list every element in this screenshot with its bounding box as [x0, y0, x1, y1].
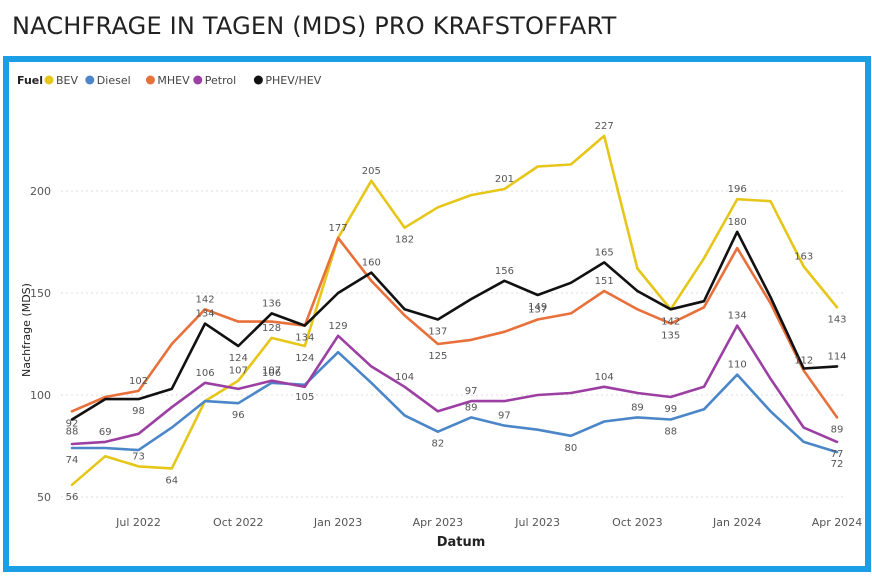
data-label: 201	[495, 174, 514, 185]
legend-marker	[85, 75, 95, 85]
data-label: 97	[498, 411, 511, 422]
data-label: 134	[295, 333, 314, 344]
data-label: 64	[165, 475, 178, 486]
data-label: 88	[66, 426, 79, 437]
y-tick-label: 50	[37, 491, 51, 504]
x-tick-label: Jul 2023	[514, 516, 560, 529]
data-label: 165	[595, 247, 614, 258]
data-label: 96	[232, 410, 245, 421]
data-label: 227	[595, 121, 614, 132]
x-tick-label: Jan 2023	[313, 516, 362, 529]
data-label: 89	[465, 402, 478, 413]
data-label: 107	[262, 366, 281, 377]
y-tick-label: 100	[30, 389, 51, 402]
y-tick-label: 150	[30, 287, 51, 300]
data-label: 163	[794, 251, 813, 262]
x-tick-label: Apr 2024	[812, 516, 863, 529]
chart-frame: Fuel BEV Diesel MHEV Petrol PHEV/HEV 50 100 150…	[3, 56, 871, 572]
x-axis-title: Datum	[437, 535, 486, 550]
series-line-mhev	[70, 236, 839, 419]
y-tick-label: 200	[30, 185, 51, 198]
data-label: 160	[362, 258, 381, 269]
legend-marker	[193, 75, 203, 85]
gridlines	[61, 190, 845, 498]
data-labels: 56 73 64 107 128 124 205 182 201 227 142 196 163 143 7…	[66, 121, 847, 503]
data-label: 134	[195, 309, 214, 320]
data-label: 110	[728, 360, 747, 371]
x-tick-label: Oct 2022	[213, 516, 264, 529]
data-label: 149	[528, 302, 547, 313]
data-label: 82	[432, 439, 445, 450]
data-label: 129	[329, 321, 348, 332]
data-label: 89	[631, 402, 644, 413]
legend-item: PHEV/HEV	[265, 74, 321, 87]
data-label: 136	[262, 298, 281, 309]
x-tick-label: Jul 2022	[115, 516, 161, 529]
data-label: 106	[262, 368, 281, 379]
legend-title: Fuel	[17, 74, 43, 87]
legend-marker	[145, 75, 155, 85]
data-label: 99	[664, 404, 677, 415]
data-label: 156	[495, 266, 514, 277]
data-label: 107	[229, 366, 248, 377]
data-label: 97	[465, 386, 478, 397]
data-label: 125	[428, 351, 447, 362]
data-label: 142	[195, 294, 214, 305]
data-label: 196	[728, 184, 747, 195]
data-label: 137	[528, 305, 547, 316]
data-label: 128	[262, 323, 281, 334]
data-label: 56	[66, 492, 79, 503]
series-line-petrol	[70, 324, 839, 446]
data-label: 72	[831, 459, 844, 470]
series-lines	[70, 134, 839, 487]
data-label: 205	[362, 166, 381, 177]
data-label: 182	[395, 235, 414, 246]
data-label: 92	[66, 418, 79, 429]
data-label: 134	[728, 311, 747, 322]
data-label: 88	[664, 426, 677, 437]
x-tick-label: Jan 2024	[712, 516, 761, 529]
data-label: 177	[329, 223, 348, 234]
legend-marker	[253, 75, 263, 85]
data-label: 74	[66, 455, 79, 466]
legend-item: BEV	[56, 74, 78, 87]
data-label: 124	[229, 353, 248, 364]
data-label: 73	[132, 451, 145, 462]
data-label: 137	[428, 327, 447, 338]
data-label: 106	[195, 368, 214, 379]
y-axis-ticks: 50 100 150 200	[30, 185, 51, 504]
line-chart: Fuel BEV Diesel MHEV Petrol PHEV/HEV 50 100 150…	[17, 74, 862, 550]
data-label: 180	[728, 217, 747, 228]
series-line-phev-hev	[70, 230, 839, 421]
data-label: 77	[831, 449, 844, 460]
data-label: 89	[831, 424, 844, 435]
data-label: 102	[129, 376, 148, 387]
legend-marker	[44, 75, 54, 85]
data-label: 112	[794, 356, 813, 367]
legend: Fuel BEV Diesel MHEV Petrol PHEV/HEV	[17, 74, 322, 87]
legend-item: Diesel	[97, 74, 131, 87]
data-label: 104	[595, 372, 614, 383]
page-title: NACHFRAGE IN TAGEN (MDS) PRO KRAFSTOFFAR…	[12, 12, 617, 40]
y-axis-title: Nachfrage (MDS)	[20, 283, 33, 377]
x-tick-label: Apr 2023	[413, 516, 464, 529]
series-line-bev	[70, 134, 839, 487]
series-line-diesel	[70, 350, 839, 454]
x-tick-label: Oct 2023	[612, 516, 663, 529]
data-label: 69	[99, 427, 112, 438]
data-label: 142	[661, 316, 680, 327]
data-label: 80	[565, 443, 578, 454]
data-label: 143	[827, 314, 846, 325]
data-label: 104	[395, 372, 414, 383]
data-label: 124	[295, 353, 314, 364]
data-label: 151	[595, 276, 614, 287]
legend-item: MHEV	[157, 74, 190, 87]
legend-item: Petrol	[205, 74, 236, 87]
data-label: 105	[295, 392, 314, 403]
data-label: 114	[827, 351, 846, 362]
x-axis-ticks: Jul 2022 Oct 2022 Jan 2023 Apr 2023 Jul 2023…	[115, 516, 862, 529]
data-label: 135	[661, 331, 680, 342]
data-label: 98	[132, 406, 145, 417]
